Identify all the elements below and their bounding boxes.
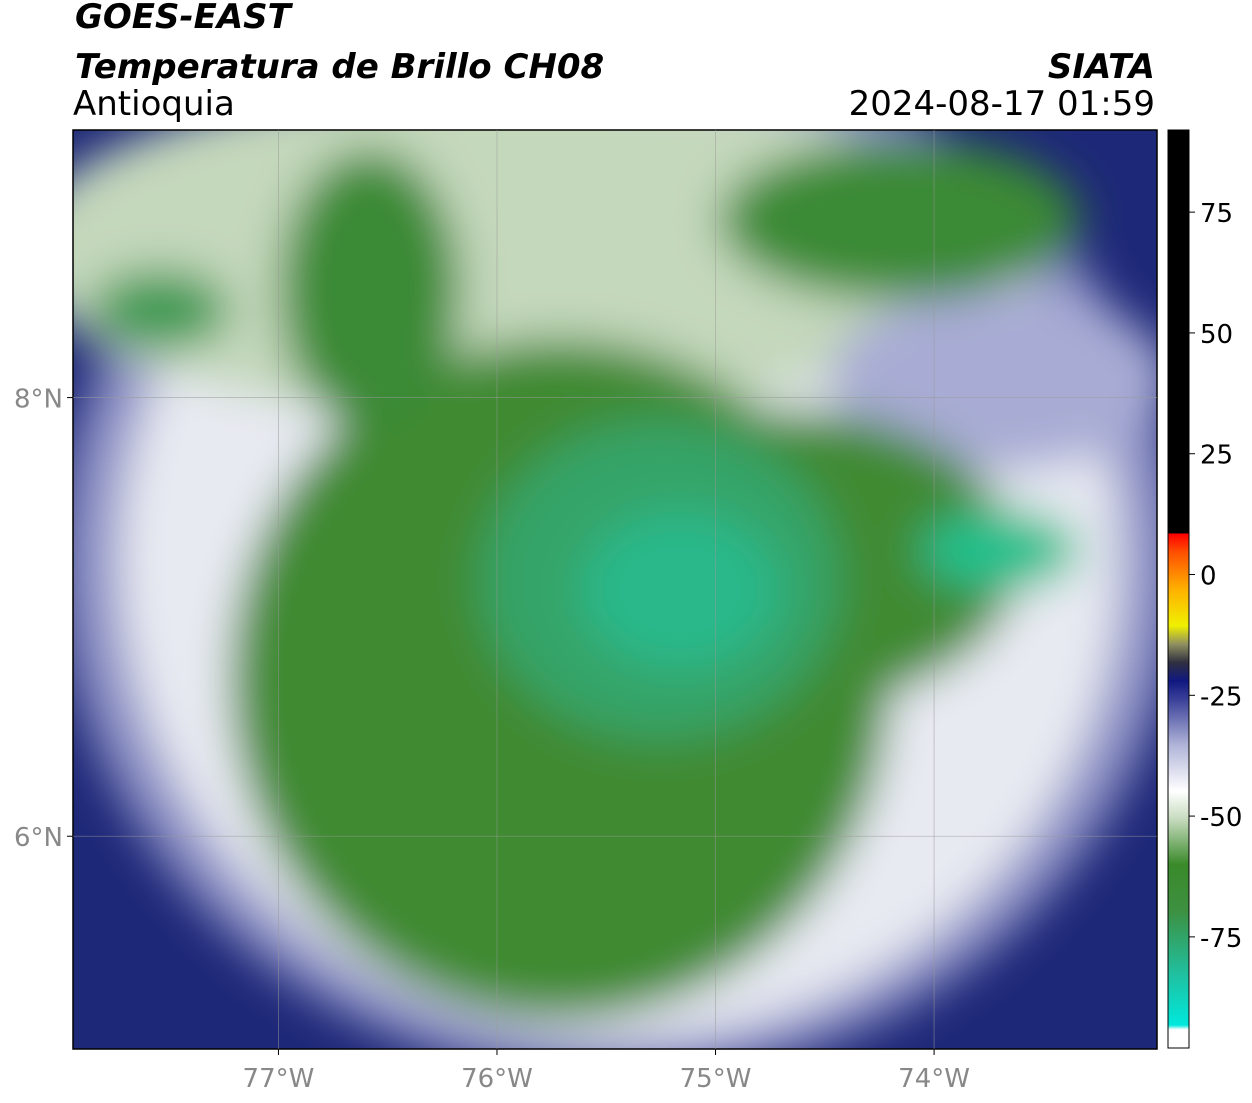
colorbar-tick-label: 50: [1200, 320, 1233, 350]
subtitle: Temperatura de Brillo CH08: [75, 47, 604, 87]
x-tick-label: 75°W: [680, 1064, 752, 1094]
x-tick-label: 74°W: [898, 1064, 970, 1094]
colorbar: [1167, 129, 1190, 1049]
colorbar-tick-label: -75: [1200, 924, 1242, 954]
colorbar-tick-label: 75: [1200, 199, 1233, 229]
x-tick-label: 77°W: [243, 1064, 315, 1094]
source: SIATA: [1048, 47, 1155, 87]
y-tick-label: 8°N: [14, 385, 63, 415]
colorbar-tick-label: -50: [1200, 803, 1242, 833]
x-tick-label: 76°W: [461, 1064, 533, 1094]
colorbar-tick-label: 25: [1200, 441, 1233, 471]
datetime: 2024-08-17 01:59: [849, 84, 1155, 124]
y-tick-label: 6°N: [14, 823, 63, 853]
colorbar-tick-label: 0: [1200, 562, 1217, 592]
region: Antioquia: [73, 84, 235, 124]
map-frame: [72, 129, 1158, 1050]
colorbar-tick-label: -25: [1200, 682, 1242, 712]
title: GOES-EAST: [75, 0, 294, 37]
satellite-image: [73, 130, 1157, 1049]
